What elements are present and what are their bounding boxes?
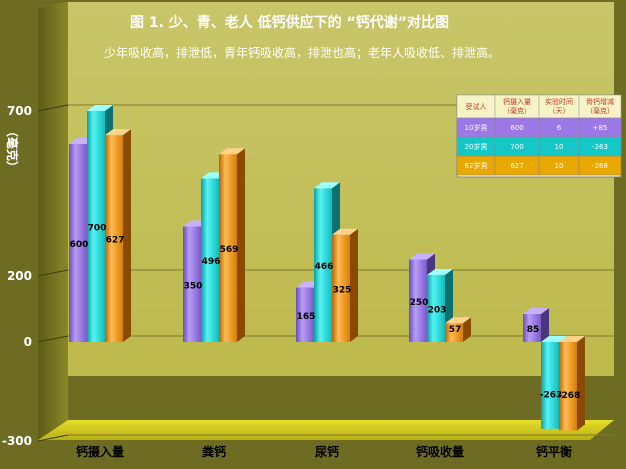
chart-title: 图 1. 少、青、老人 低钙供应下的 “钙代谢”对比图 (130, 14, 449, 31)
bar-front (445, 323, 463, 342)
legend-cell-text: 10 (555, 143, 564, 151)
bar-front (201, 178, 219, 342)
data-label: 600 (70, 240, 89, 250)
bar-top (87, 105, 113, 111)
legend-header-text: 骨钙增减 (586, 97, 614, 106)
data-label: 700 (88, 224, 107, 234)
y-tick-label: 0 (24, 335, 32, 349)
gridline-side (37, 434, 69, 442)
bar-front (409, 259, 427, 342)
data-label: 325 (333, 285, 352, 295)
data-label: 496 (202, 257, 221, 267)
x-tick-label: 尿钙 (315, 444, 339, 459)
legend-cell-text: 10岁男 (465, 123, 488, 132)
data-label: 250 (410, 298, 429, 308)
bar-top (427, 269, 453, 276)
legend-cell (578, 155, 622, 176)
bar-front (541, 342, 559, 429)
x-tick-label: 钙摄入量 (76, 444, 124, 459)
bar-top (219, 148, 245, 155)
bar-2-4 (427, 269, 453, 342)
bar-3-1 (105, 129, 131, 342)
legend-cell-text: 20岁男 (465, 142, 488, 151)
data-label: 85 (527, 325, 540, 335)
legend-header-text: （天） (549, 107, 570, 115)
bar-side (350, 228, 358, 342)
bar-front (69, 144, 87, 342)
data-label: 57 (449, 325, 462, 335)
bar-front (559, 342, 577, 431)
bar-top (541, 336, 567, 342)
data-label: 569 (220, 245, 239, 255)
x-tick-label: 粪钙 (202, 444, 226, 459)
legend-cell-text: 6 (557, 124, 562, 132)
bar-3-5 (559, 336, 585, 431)
y-tick-label: 700 (7, 104, 32, 118)
legend-cell-text: -263 (592, 143, 608, 151)
data-label: 466 (315, 262, 334, 272)
data-label: 165 (297, 312, 316, 322)
bars (69, 105, 585, 431)
bar-side (237, 148, 245, 342)
bar-top (409, 253, 435, 260)
data-label: 203 (428, 306, 447, 316)
bar-top (523, 307, 549, 314)
data-label: -263 (540, 390, 563, 400)
side-wall (38, 2, 68, 440)
data-label: -268 (558, 391, 581, 401)
legend-cell-text: -268 (592, 162, 608, 170)
bar-3-4 (445, 317, 471, 342)
legend-header-text: （毫克） (586, 106, 614, 115)
bar-front (219, 154, 237, 342)
bar-side (577, 336, 585, 431)
bar-3-2 (219, 148, 245, 342)
chart-floor (38, 420, 614, 440)
gridline-side (37, 104, 69, 112)
legend-cell-text: 600 (510, 124, 523, 132)
y-axis-label: （毫克） (5, 125, 20, 173)
data-label: 350 (184, 281, 203, 291)
bar-side (463, 317, 471, 342)
bar-top (105, 129, 131, 136)
bar-front (183, 226, 201, 342)
data-label: 627 (106, 236, 125, 246)
bar-top (314, 182, 340, 189)
legend-cell-text: 700 (510, 143, 523, 151)
bar-side (123, 129, 131, 342)
x-tick-label: 钙平衡 (536, 444, 572, 459)
legend-cell-text: 62岁男 (465, 161, 488, 170)
bar-front (296, 287, 314, 342)
bar-front (523, 313, 541, 342)
y-tick-label: 200 (7, 269, 32, 283)
bar-top (559, 336, 585, 342)
gridline-side (37, 335, 69, 343)
legend-header-text: 受试人 (466, 102, 487, 111)
bar-side (541, 307, 549, 342)
axes: 700 200 0 -300 钙摄入量 粪钙 尿钙 钙吸收量 钙平衡 (2, 104, 572, 459)
bar-top (445, 317, 471, 324)
x-tick-label: 钙吸收量 (416, 444, 464, 459)
bar-front (87, 111, 105, 342)
legend-header-text: 钙摄入量 (503, 97, 531, 106)
legend-cell-text: +85 (593, 124, 608, 132)
legend-header-text: （毫克） (503, 106, 531, 115)
y-tick-label: -300 (2, 434, 32, 448)
legend-header-text: 实验时间 (545, 97, 573, 106)
bar-top (332, 228, 358, 235)
legend-cell-text: 627 (510, 162, 523, 170)
bar-front (427, 275, 445, 342)
gridline-side (37, 269, 69, 277)
bar-front (105, 135, 123, 342)
chart-subtitle: 少年吸收高，排泄低，青年钙吸收高，排泄也高；老年人吸收低、排泄高。 (104, 45, 500, 60)
legend-cell-text: 10 (555, 162, 564, 170)
bar-1-5 (523, 307, 549, 342)
bar-front (332, 234, 350, 342)
bar-front (314, 188, 332, 342)
bar-3-3 (332, 228, 358, 342)
